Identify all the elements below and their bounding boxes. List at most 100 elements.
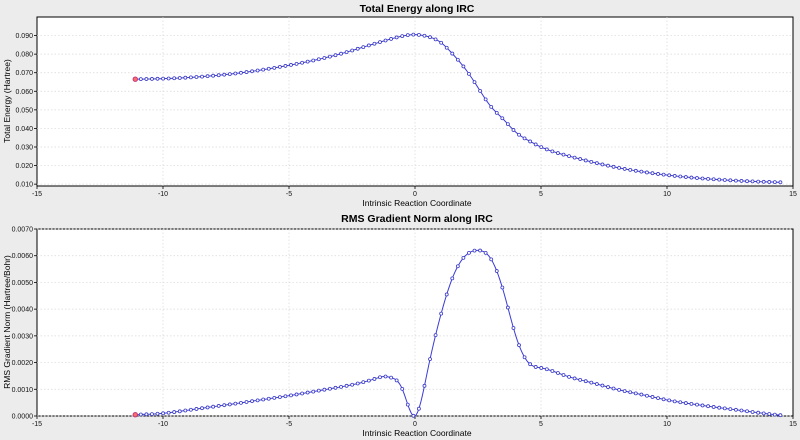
data-point (366, 43, 371, 48)
data-point (717, 177, 722, 182)
data-point (244, 70, 249, 74)
x-tick-label: 10 (663, 191, 671, 198)
data-point (177, 76, 182, 80)
data-point (194, 75, 199, 79)
data-point (211, 404, 216, 409)
data-point (761, 179, 766, 184)
y-tick-label: 0.0000 (12, 414, 34, 421)
data-point (539, 145, 544, 150)
data-point (166, 76, 171, 81)
data-point (150, 412, 154, 416)
data-point (172, 76, 177, 81)
x-tick-label: 0 (413, 191, 417, 198)
energy-chart: Total Energy along IRC -15 -10 -5 0 5 10 15 0.0… (2, 3, 797, 208)
data-point (589, 159, 594, 164)
data-point (155, 411, 160, 416)
data-point (389, 37, 394, 41)
data-point (683, 401, 688, 405)
data-point (767, 180, 772, 184)
data-point (633, 391, 638, 396)
data-point (339, 51, 343, 56)
data-point (600, 162, 605, 167)
y-tick-label: 0.0070 (12, 227, 34, 234)
data-point (500, 116, 505, 121)
data-point (155, 76, 160, 81)
data-point (144, 77, 149, 81)
data-point (478, 88, 482, 93)
y-tick-label: 0.010 (15, 182, 33, 189)
data-point (533, 142, 538, 147)
data-point (455, 264, 460, 269)
data-point (289, 393, 293, 398)
data-point (550, 149, 555, 154)
x-tick-label: 0 (413, 421, 417, 428)
data-point (745, 409, 749, 414)
x-tick-label: -10 (158, 421, 168, 428)
data-point (239, 400, 243, 405)
x-tick-label: 15 (789, 421, 797, 428)
data-point (483, 97, 488, 102)
data-point (444, 292, 449, 297)
data-point (706, 176, 710, 181)
data-point (544, 147, 549, 152)
data-point (277, 395, 282, 399)
data-point (539, 366, 544, 370)
data-point (294, 392, 299, 397)
data-point (422, 33, 427, 38)
energy-grid (37, 17, 793, 186)
data-point (439, 311, 444, 316)
data-point (489, 257, 494, 262)
data-point (778, 413, 783, 418)
data-point (561, 152, 566, 157)
data-point (311, 389, 316, 394)
data-point (606, 163, 610, 168)
energy-points (132, 32, 783, 185)
data-point (322, 387, 327, 392)
data-point (294, 61, 299, 66)
data-point (550, 369, 555, 373)
data-point (316, 57, 321, 62)
data-point (394, 378, 399, 383)
data-point (672, 399, 677, 404)
x-tick-label: 15 (789, 191, 797, 198)
data-point (383, 374, 388, 379)
data-point (478, 248, 482, 253)
data-point (333, 385, 338, 390)
data-point (188, 407, 193, 412)
data-point (745, 179, 749, 184)
data-point (444, 45, 449, 50)
data-point (505, 305, 510, 310)
data-point (700, 403, 705, 408)
data-point (628, 390, 633, 395)
x-tick-label: -5 (286, 191, 292, 198)
data-point (433, 37, 438, 42)
y-tick-label: 0.030 (15, 145, 33, 152)
data-point (455, 57, 460, 62)
data-point (283, 394, 288, 399)
data-point (417, 32, 421, 37)
data-point (467, 250, 471, 255)
gradient-x-axis-label: Intrinsic Reaction Coordinate (362, 428, 471, 438)
data-point (328, 54, 332, 59)
data-point (578, 157, 583, 161)
data-point (222, 403, 227, 408)
data-point (706, 404, 710, 409)
data-point (683, 175, 688, 179)
data-point (250, 69, 254, 74)
y-tick-label: 0.070 (15, 70, 33, 77)
data-point (428, 357, 432, 362)
data-point (277, 65, 282, 69)
data-point (528, 362, 533, 367)
y-tick-label: 0.0020 (12, 360, 34, 367)
data-point (372, 41, 377, 46)
data-point (361, 380, 366, 385)
highlighted-point (132, 411, 138, 418)
gradient-y-axis-label: RMS Gradient Norm (Hartree/Bohr) (2, 255, 12, 389)
data-point (194, 407, 199, 411)
data-point (183, 75, 188, 80)
data-point (622, 389, 627, 394)
data-point (567, 154, 571, 159)
data-point (483, 250, 488, 255)
data-point (433, 333, 438, 338)
data-point (667, 173, 672, 178)
